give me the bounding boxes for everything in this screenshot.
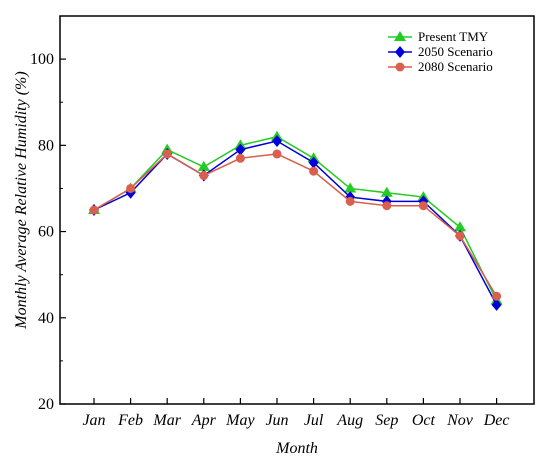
y-axis: 20 40 60 80 100 — [30, 51, 66, 413]
x-tick-label: Mar — [152, 412, 181, 429]
data-point-diamond — [491, 298, 502, 311]
x-axis-title: Month — [275, 440, 318, 457]
legend-label-2050: 2050 Scenario — [418, 44, 493, 59]
data-point-circle — [199, 171, 209, 181]
data-point-diamond — [308, 156, 319, 169]
data-point-circle — [309, 166, 319, 176]
x-tick-label: Dec — [483, 412, 510, 429]
data-point-triangle — [197, 160, 210, 171]
y-tick-label: 100 — [30, 51, 54, 68]
x-tick-label: Aug — [336, 412, 363, 429]
data-point-circle — [89, 205, 99, 215]
data-point-diamond — [272, 135, 282, 148]
series-1 — [89, 135, 502, 311]
data-point-circle — [235, 153, 245, 163]
data-point-circle — [126, 183, 136, 193]
series-layer — [88, 130, 503, 311]
data-point-circle — [345, 196, 355, 206]
series-line — [93, 153, 498, 297]
x-tick-label: Oct — [412, 412, 436, 429]
x-tick-label: Jan — [82, 412, 105, 429]
x-tick-label: May — [225, 412, 255, 429]
x-axis: Jan Feb Mar Apr May Jun Jul Aug Sep Oct Nov Dec — [82, 398, 509, 429]
x-tick-label: Feb — [117, 412, 143, 429]
legend-label-present-tmy: Present TMY — [418, 29, 489, 44]
x-tick-label: Apr — [191, 412, 217, 429]
x-tick-label: Sep — [375, 412, 398, 429]
y-tick-label: 80 — [38, 137, 54, 154]
data-point-circle — [418, 201, 428, 211]
series-line — [93, 135, 498, 301]
data-point-circle — [492, 291, 502, 301]
x-tick-label: Jun — [265, 412, 288, 429]
y-axis-title: Monthly Average Relative Humidity (%) — [13, 71, 30, 329]
data-point-triangle — [344, 182, 357, 193]
legend-diamond-marker — [395, 46, 405, 58]
data-point-circle — [162, 149, 172, 159]
x-tick-label: Jul — [304, 412, 324, 429]
y-tick-label: 40 — [38, 310, 54, 327]
plot-frame — [59, 15, 535, 405]
series-2 — [89, 149, 502, 301]
data-point-circle — [382, 201, 392, 211]
data-point-diamond — [235, 143, 246, 156]
y-tick-label: 20 — [38, 396, 54, 413]
legend-triangle-marker — [394, 31, 406, 41]
data-point-circle — [455, 231, 465, 241]
y-tick-label: 60 — [38, 224, 54, 241]
x-tick-label: Nov — [446, 412, 474, 429]
legend-circle-marker — [395, 62, 405, 72]
data-point-triangle — [380, 186, 393, 197]
legend-label-2080: 2080 Scenario — [418, 59, 493, 74]
data-point-triangle — [454, 221, 466, 232]
data-point-circle — [272, 149, 282, 159]
legend: Present TMY 2050 Scenario 2080 Scenario — [388, 29, 493, 74]
